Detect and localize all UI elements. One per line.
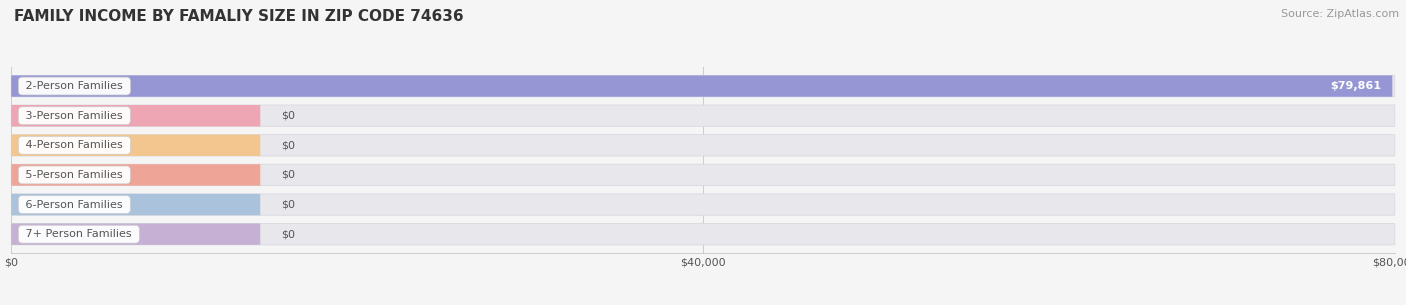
Text: 4-Person Families: 4-Person Families xyxy=(22,140,127,150)
Text: FAMILY INCOME BY FAMALIY SIZE IN ZIP CODE 74636: FAMILY INCOME BY FAMALIY SIZE IN ZIP COD… xyxy=(14,9,464,24)
Text: 2-Person Families: 2-Person Families xyxy=(22,81,127,91)
Text: 3-Person Families: 3-Person Families xyxy=(22,111,127,121)
Text: 7+ Person Families: 7+ Person Families xyxy=(22,229,135,239)
Text: $0: $0 xyxy=(281,140,295,150)
Text: $0: $0 xyxy=(281,199,295,210)
Text: $0: $0 xyxy=(281,170,295,180)
FancyBboxPatch shape xyxy=(11,135,260,156)
Text: 6-Person Families: 6-Person Families xyxy=(22,199,127,210)
Text: 5-Person Families: 5-Person Families xyxy=(22,170,127,180)
FancyBboxPatch shape xyxy=(11,194,260,215)
FancyBboxPatch shape xyxy=(11,164,1395,186)
FancyBboxPatch shape xyxy=(11,135,1395,156)
FancyBboxPatch shape xyxy=(11,75,1392,97)
FancyBboxPatch shape xyxy=(11,105,1395,126)
Text: $0: $0 xyxy=(281,229,295,239)
Text: $0: $0 xyxy=(281,111,295,121)
FancyBboxPatch shape xyxy=(11,224,260,245)
Text: Source: ZipAtlas.com: Source: ZipAtlas.com xyxy=(1281,9,1399,19)
FancyBboxPatch shape xyxy=(11,105,260,126)
Text: $79,861: $79,861 xyxy=(1330,81,1381,91)
FancyBboxPatch shape xyxy=(11,194,1395,215)
FancyBboxPatch shape xyxy=(11,224,1395,245)
FancyBboxPatch shape xyxy=(11,164,260,186)
FancyBboxPatch shape xyxy=(11,75,1395,97)
